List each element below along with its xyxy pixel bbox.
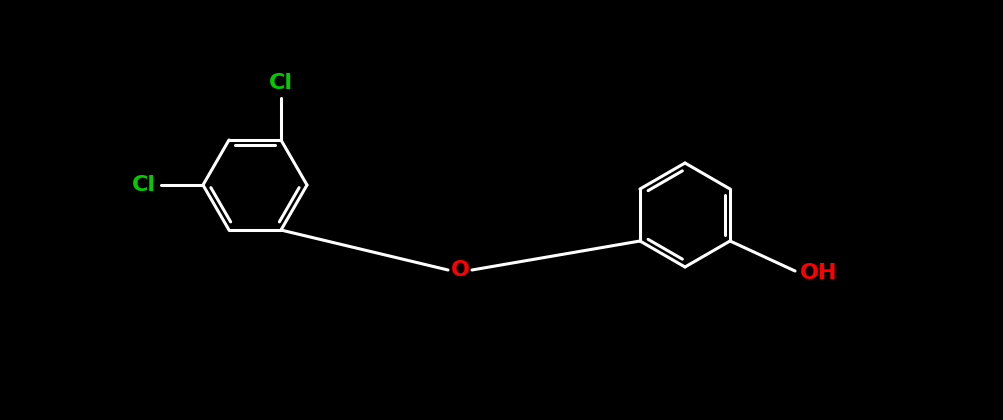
Text: Cl: Cl bbox=[131, 175, 155, 195]
Text: OH: OH bbox=[799, 263, 837, 283]
Text: O: O bbox=[450, 260, 469, 280]
Text: Cl: Cl bbox=[269, 73, 293, 93]
